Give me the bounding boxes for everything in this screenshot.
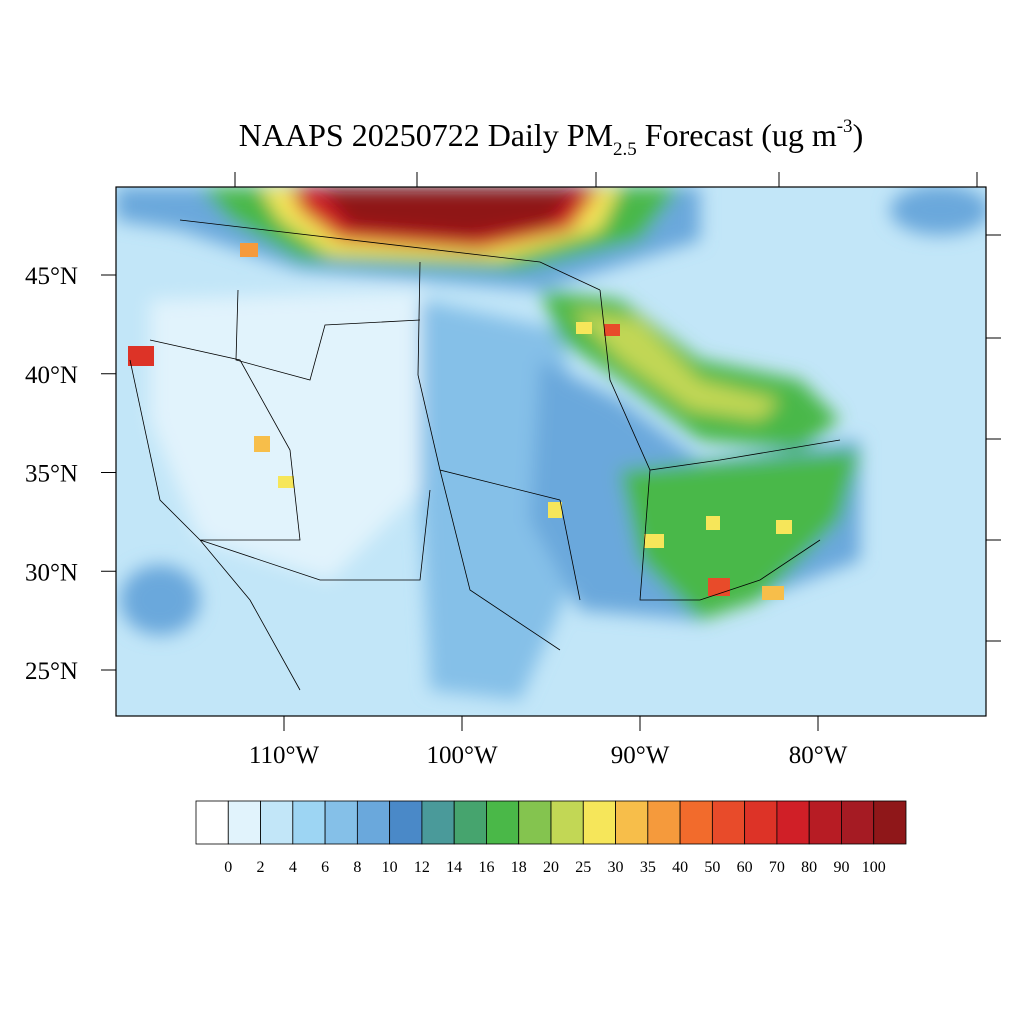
lat-label: 30°N (25, 559, 78, 586)
boundaries (129, 219, 841, 691)
colorbar-label: 50 (704, 859, 720, 876)
colorbar-label: 0 (224, 859, 232, 876)
colorbar-label: 10 (382, 859, 398, 876)
colorbar-label: 18 (511, 859, 527, 876)
colorbar-label: 40 (672, 859, 688, 876)
lon-label: 110°W (249, 742, 320, 769)
colorbar-label: 30 (608, 859, 624, 876)
colorbar-box (486, 800, 520, 845)
colorbar-label: 60 (737, 859, 753, 876)
colorbar-box (453, 800, 487, 845)
colorbar-box (292, 800, 326, 845)
colorbar-box (808, 800, 842, 845)
colorbar-box (711, 800, 746, 845)
colorbar-label: 90 (833, 859, 849, 876)
colorbar-label: 80 (801, 859, 817, 876)
colorbar-label: 16 (478, 859, 494, 876)
colorbar-box (356, 800, 391, 845)
hotspots (128, 243, 792, 600)
lat-label: 25°N (25, 658, 78, 685)
lon-label: 80°W (789, 742, 848, 769)
colorbar-box (421, 800, 455, 845)
colorbar-box (324, 800, 358, 845)
lat-label: 40°N (25, 362, 78, 389)
colorbar-label: 20 (543, 859, 559, 876)
colorbar-label: 6 (321, 859, 329, 876)
colorbar-box (260, 800, 294, 845)
colorbar-label: 14 (446, 859, 462, 876)
colorbar-box (227, 800, 261, 845)
colorbar-box (550, 800, 584, 845)
pm25-field (116, 187, 986, 716)
colorbar-box (841, 800, 875, 845)
colorbar-box (389, 800, 423, 845)
lat-label: 45°N (25, 263, 78, 290)
colorbar-label: 100 (862, 859, 886, 876)
colorbar-box (776, 800, 810, 845)
colorbar-box (518, 800, 552, 845)
colorbar-box (647, 800, 681, 845)
colorbar-label: 2 (257, 859, 265, 876)
colorbar-box (679, 800, 713, 845)
map-frame (115, 186, 987, 717)
colorbar-box (873, 800, 907, 845)
lon-label: 100°W (426, 742, 497, 769)
lon-label: 90°W (611, 742, 670, 769)
title: NAAPS 20250722 Daily PM2.5 Forecast (ug … (239, 116, 863, 160)
colorbar-box (582, 800, 616, 845)
frame-ticks (234, 172, 1001, 642)
colorbar-label: 25 (575, 859, 591, 876)
colorbar-box (615, 800, 649, 845)
colorbar-label: 8 (353, 859, 361, 876)
colorbar-label: 35 (640, 859, 656, 876)
colorbar-label: 70 (769, 859, 785, 876)
colorbar-box (744, 800, 778, 845)
lat-label: 35°N (25, 461, 78, 488)
colorbar-label: 4 (289, 859, 297, 876)
colorbar-box (195, 800, 229, 845)
colorbar-label: 12 (414, 859, 430, 876)
